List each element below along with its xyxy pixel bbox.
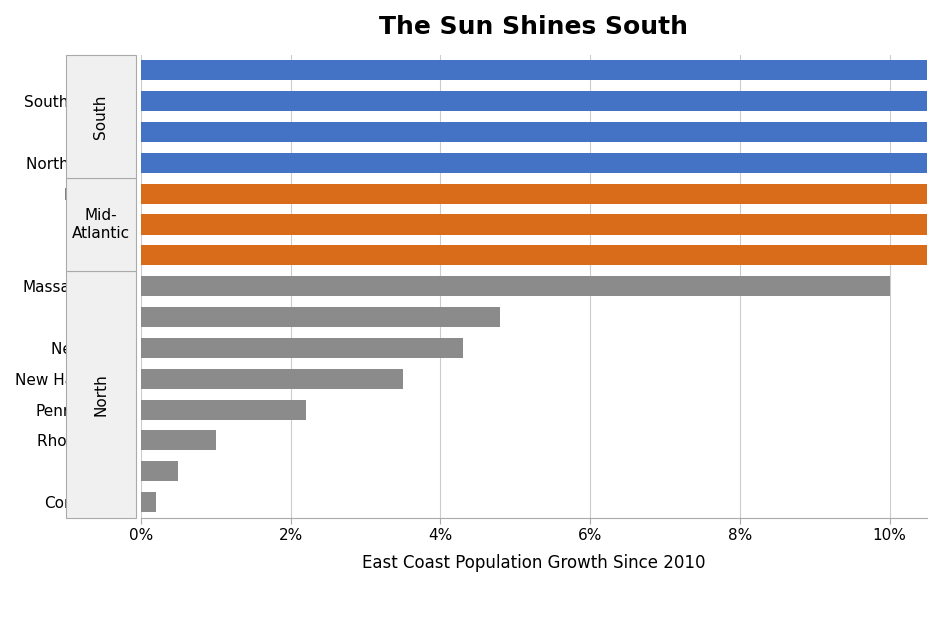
Bar <box>141 91 942 111</box>
Bar <box>141 400 305 420</box>
Text: Mid-
Atlantic: Mid- Atlantic <box>72 208 130 240</box>
Bar <box>141 492 156 512</box>
Bar <box>141 461 178 481</box>
Bar <box>141 430 216 451</box>
Title: The Sun Shines South: The Sun Shines South <box>380 15 689 39</box>
Bar <box>141 245 942 265</box>
Bar <box>141 338 463 358</box>
Bar <box>141 307 500 327</box>
Bar <box>141 214 942 234</box>
Bar <box>141 60 942 80</box>
Bar <box>141 153 942 173</box>
Bar <box>141 184 942 204</box>
Text: North: North <box>93 373 108 415</box>
X-axis label: East Coast Population Growth Since 2010: East Coast Population Growth Since 2010 <box>363 554 706 572</box>
Text: South: South <box>93 95 108 138</box>
Bar <box>141 369 403 389</box>
Bar <box>141 122 942 142</box>
Bar <box>141 276 889 296</box>
